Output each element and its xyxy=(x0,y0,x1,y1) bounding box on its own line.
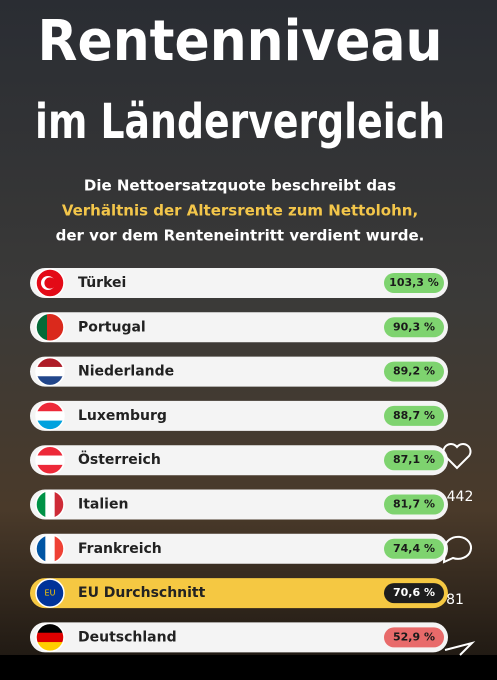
country-name: EU Durchschnitt xyxy=(78,585,206,601)
row-background xyxy=(30,489,448,520)
country-name: Portugal xyxy=(78,319,146,335)
flag-stripe xyxy=(45,534,56,563)
ranking-row: Frankreich 74,4 % xyxy=(30,533,448,564)
value-pill xyxy=(384,583,444,604)
row-background xyxy=(30,356,448,387)
flag-crescent xyxy=(44,277,56,289)
flag-stripe xyxy=(36,401,64,412)
flag-stripe xyxy=(54,534,64,563)
row-background xyxy=(30,400,448,431)
value-label: 70,6 % xyxy=(393,586,435,599)
flag-stripe xyxy=(36,464,64,475)
flag-stripe xyxy=(36,642,64,652)
value-pill xyxy=(384,317,444,338)
country-name: Frankreich xyxy=(78,541,162,557)
value-label: 90,3 % xyxy=(393,320,435,333)
flag-stripe xyxy=(36,420,64,430)
value-label: 103,3 % xyxy=(389,276,439,289)
ranking-row: Deutschland 52,9 % xyxy=(30,622,448,653)
flag-stripe xyxy=(36,632,64,643)
flag xyxy=(36,623,64,652)
value-pill xyxy=(384,405,444,426)
flag-stripe xyxy=(45,490,56,519)
share-icon[interactable] xyxy=(444,641,476,656)
flag xyxy=(36,313,64,342)
flag-stripe xyxy=(36,455,64,466)
flag-ring xyxy=(35,401,65,431)
flag-ring xyxy=(35,268,65,298)
country-name: Deutschland xyxy=(78,629,177,645)
description: Die Nettoersatzquote beschreibt das xyxy=(84,177,396,195)
value-pill xyxy=(384,361,444,382)
flag-stripe xyxy=(36,411,64,422)
flag xyxy=(36,490,64,519)
flag-field xyxy=(36,579,64,608)
country-name: Italien xyxy=(78,497,128,513)
value-pill xyxy=(384,538,444,559)
country-name: Österreich xyxy=(78,450,161,468)
flag-ring xyxy=(35,489,65,520)
value-pill xyxy=(384,627,444,648)
ranking-row: Italien 81,7 % xyxy=(30,489,448,520)
like-count: 442 xyxy=(447,489,474,505)
flag-stripe xyxy=(36,366,64,377)
flag-ring xyxy=(35,312,65,343)
like-icon[interactable] xyxy=(442,443,472,470)
country-name: Niederlande xyxy=(78,364,174,380)
flag-stripe xyxy=(36,534,46,563)
value-label: 74,4 % xyxy=(393,542,435,555)
row-background xyxy=(30,312,448,343)
bottom-bar xyxy=(0,655,497,680)
value-pill xyxy=(384,494,444,515)
row-background xyxy=(30,533,448,564)
value-label: 89,2 % xyxy=(393,365,435,378)
flag xyxy=(36,579,64,608)
row-background xyxy=(30,578,448,609)
flag xyxy=(36,446,64,475)
flag xyxy=(36,357,64,386)
flag xyxy=(36,401,64,430)
flag-stripe xyxy=(36,357,64,368)
flag-ring xyxy=(35,445,65,475)
flag-stripe xyxy=(36,376,64,386)
comment-count: 81 xyxy=(446,592,464,608)
flag-ring xyxy=(35,622,65,653)
value-label: 81,7 % xyxy=(393,498,435,511)
value-pill xyxy=(384,450,444,471)
row-background xyxy=(30,445,448,476)
country-name: Türkei xyxy=(78,275,126,291)
comment-icon[interactable] xyxy=(442,535,472,564)
flag-stripe xyxy=(36,446,64,457)
row-background xyxy=(30,622,448,653)
ranking-row: EU EU Durchschnitt 70,6 % xyxy=(30,578,448,609)
description-highlight: Verhältnis der Altersrente zum Nettolohn… xyxy=(62,202,418,220)
value-label: 87,1 % xyxy=(393,453,435,466)
value-label: 52,9 % xyxy=(393,630,435,643)
ranking-row: Österreich 87,1 % xyxy=(30,445,448,476)
flag-stripe xyxy=(36,623,64,634)
flag-stripe xyxy=(36,490,46,519)
flag-label: EU xyxy=(45,589,56,598)
flag-ring xyxy=(35,356,65,387)
ranking-row: Türkei 103,3 % xyxy=(30,268,448,298)
ranking-row: Luxemburg 88,7 % xyxy=(30,400,448,431)
ranking-row: Portugal 90,3 % xyxy=(30,312,448,343)
flag-ring xyxy=(35,578,65,608)
flag xyxy=(36,534,64,563)
ranking-list: Türkei 103,3 % Portugal 90,3 % Niederlande 89… xyxy=(30,268,448,653)
value-label: 88,7 % xyxy=(393,409,435,422)
description: der vor dem Renteneintritt verdient wurd… xyxy=(56,227,425,245)
value-pill xyxy=(384,273,444,293)
title: im Ländervergleich xyxy=(35,94,445,150)
row-background xyxy=(30,268,448,298)
country-name: Luxemburg xyxy=(78,408,167,424)
title: Rentenniveau xyxy=(38,9,443,74)
ranking-row: Niederlande 89,2 % xyxy=(30,356,448,387)
flag xyxy=(36,269,64,297)
flag-stripe xyxy=(54,490,64,519)
flag-ring xyxy=(35,534,65,564)
flag-stripe xyxy=(36,313,47,342)
